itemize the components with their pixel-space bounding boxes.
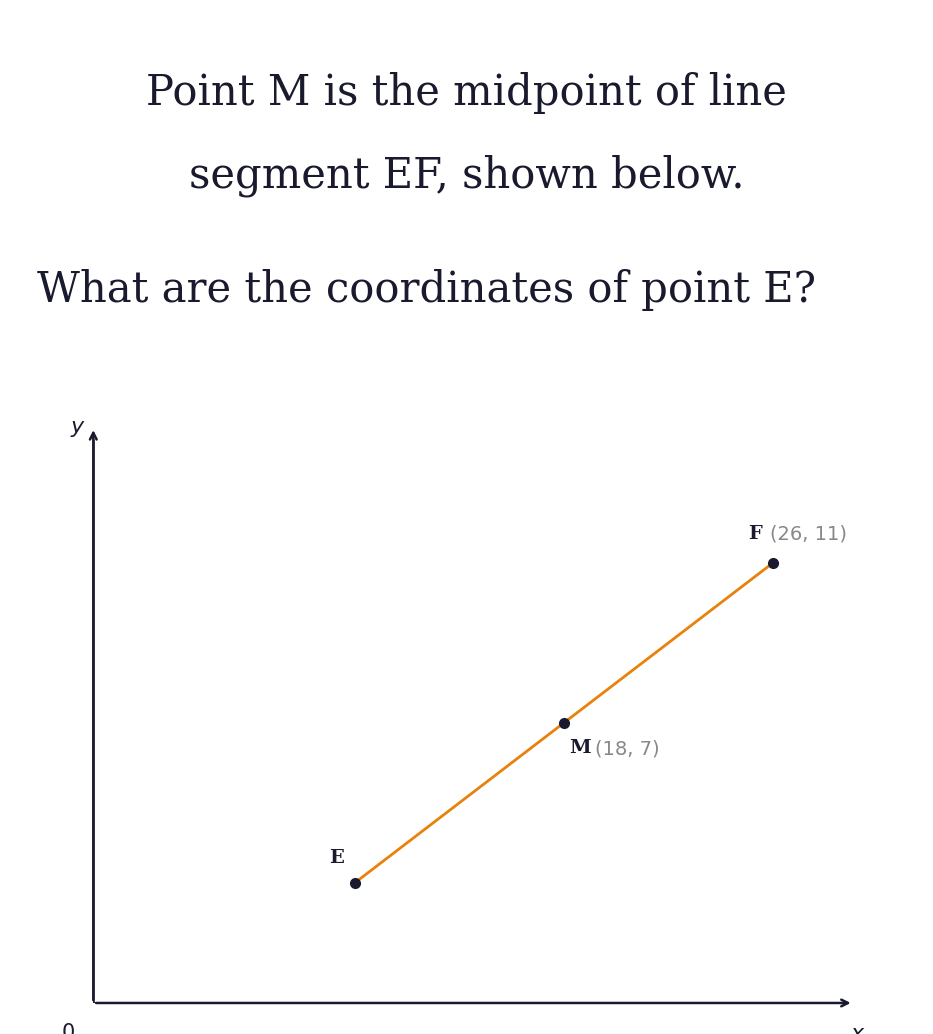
Text: (18, 7): (18, 7) <box>595 739 660 758</box>
Text: (26, 11): (26, 11) <box>770 524 847 543</box>
Text: What are the coordinates of point E?: What are the coordinates of point E? <box>37 269 816 310</box>
Text: segment EF, shown below.: segment EF, shown below. <box>188 154 745 197</box>
Text: 0: 0 <box>62 1023 75 1034</box>
Text: F: F <box>748 525 762 543</box>
Text: Point M is the midpoint of line: Point M is the midpoint of line <box>146 72 787 114</box>
Text: $x$: $x$ <box>850 1023 866 1034</box>
Text: E: E <box>329 849 344 868</box>
Text: M: M <box>569 739 591 757</box>
Text: $y$: $y$ <box>70 418 86 439</box>
